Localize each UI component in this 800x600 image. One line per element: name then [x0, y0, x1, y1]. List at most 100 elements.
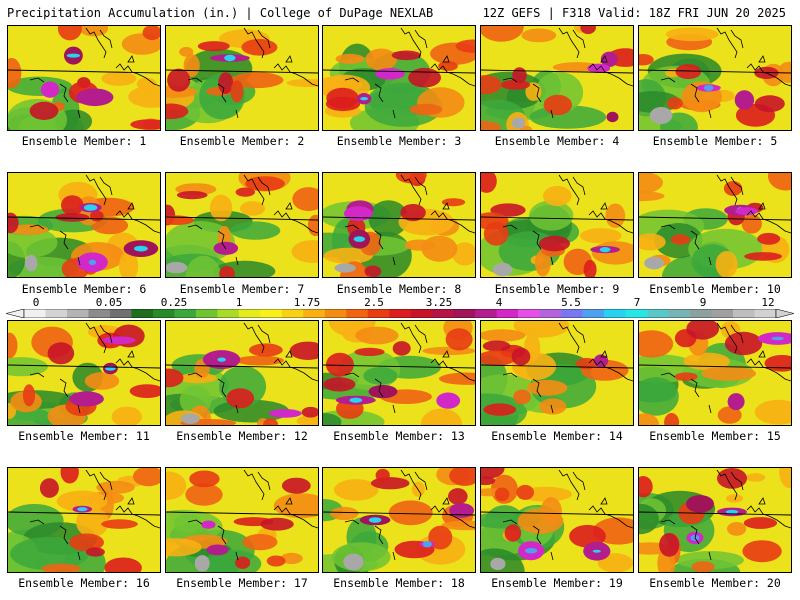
precip-high-area — [395, 173, 427, 184]
precip-heavy-core — [343, 206, 373, 221]
precip-low-area — [323, 413, 342, 425]
precip-extreme-core — [360, 97, 368, 101]
precip-high-area — [724, 331, 763, 356]
precip-map — [166, 26, 318, 130]
precip-high-area — [47, 342, 75, 365]
ensemble-member-label: Ensemble Member: 7 — [179, 282, 305, 296]
precip-moderate-area — [665, 27, 719, 42]
precip-high-area — [226, 388, 255, 409]
precip-high-area — [445, 328, 473, 351]
precip-heavy-core — [206, 544, 229, 556]
dry-area — [180, 413, 200, 424]
precip-moderate-area — [521, 28, 557, 43]
precip-moderate-area — [355, 326, 399, 345]
colorbar-swatch — [66, 309, 89, 318]
lake-outline — [344, 202, 450, 266]
precip-moderate-area — [323, 247, 373, 264]
precip-map — [481, 468, 633, 572]
colorbar-swatch — [152, 309, 175, 318]
precip-high-area — [449, 468, 475, 486]
colorbar-swatch — [518, 309, 540, 318]
ensemble-member-label: Ensemble Member: 9 — [494, 282, 620, 296]
precip-high-area — [166, 103, 189, 120]
precip-moderate-area — [513, 389, 531, 405]
precip-moderate-area — [183, 54, 200, 77]
coastline — [85, 322, 160, 382]
precip-moderate-area — [330, 506, 359, 521]
precip-extreme-core — [599, 247, 611, 253]
colorbar-swatch — [754, 309, 777, 318]
precip-high-area — [325, 96, 361, 112]
precip-moderate-area — [715, 251, 738, 277]
colorbar-swatch — [625, 309, 648, 318]
colorbar-tick-label: 3.25 — [425, 296, 453, 309]
coastline — [243, 469, 318, 529]
colorbar-tick-label: 1 — [235, 296, 243, 309]
precip-high-area — [57, 26, 82, 41]
colorbar-swatch — [496, 309, 519, 318]
precip-heavy-core — [368, 385, 398, 399]
colorbar-swatch — [582, 309, 605, 318]
colorbar-swatch — [281, 309, 304, 318]
colorbar-swatch — [711, 309, 734, 318]
dry-area — [649, 107, 673, 124]
ensemble-map-panel — [322, 25, 476, 131]
ensemble-map-panel — [7, 25, 161, 131]
precip-high-area — [245, 176, 285, 191]
precip-moderate-area — [639, 413, 660, 425]
precip-high-area — [511, 347, 531, 366]
precip-low-area — [363, 367, 398, 385]
precip-high-area — [22, 384, 36, 407]
precip-moderate-area — [439, 372, 475, 385]
precip-moderate-area — [335, 53, 365, 64]
precip-high-area — [129, 384, 160, 398]
precip-moderate-area — [580, 228, 622, 244]
precip-moderate-area — [481, 26, 524, 42]
colorbar-tick-label: 4 — [495, 296, 503, 309]
precip-high-area — [754, 95, 785, 113]
lake-outline — [502, 202, 608, 266]
precip-moderate-area — [388, 500, 433, 526]
coastline — [558, 469, 633, 529]
precip-high-area — [686, 321, 720, 340]
coastline — [243, 27, 318, 87]
lake-outline — [344, 497, 450, 561]
precip-moderate-area — [8, 332, 18, 359]
precip-high-area — [438, 61, 458, 71]
precip-high-area — [539, 235, 570, 252]
precip-moderate-area — [745, 473, 766, 482]
ensemble-map-panel — [480, 172, 634, 278]
precip-moderate-area — [128, 85, 160, 108]
precip-high-area — [481, 75, 502, 95]
precip-moderate-area — [111, 406, 142, 425]
precip-high-area — [85, 547, 105, 557]
precip-moderate-area — [101, 71, 137, 86]
precip-map — [481, 321, 633, 425]
precip-moderate-area — [421, 235, 458, 262]
precip-moderate-area — [8, 224, 49, 235]
precip-low-area — [8, 227, 58, 258]
precip-high-area — [483, 221, 509, 246]
precip-high-area — [674, 372, 698, 381]
precip-high-area — [263, 418, 279, 425]
precip-map — [639, 321, 791, 425]
ensemble-member-label: Ensemble Member: 5 — [652, 134, 778, 148]
precip-high-area — [189, 470, 220, 488]
ensemble-map-panel — [322, 172, 476, 278]
precip-high-area — [481, 476, 496, 486]
precip-high-area — [494, 487, 510, 502]
colorbar-swatch — [475, 309, 497, 318]
precip-moderate-area — [286, 79, 318, 87]
colorbar-swatch — [733, 309, 755, 318]
precip-moderate-area — [91, 216, 129, 235]
precip-high-area — [576, 357, 598, 370]
precip-moderate-area — [513, 321, 570, 338]
coastline — [85, 27, 160, 87]
precip-low-area — [639, 377, 679, 416]
colorbar-tick-label: 7 — [633, 296, 641, 309]
lake-outline — [660, 202, 766, 266]
ensemble-map-panel — [322, 467, 476, 573]
precip-low-area — [529, 200, 574, 231]
precip-map — [639, 173, 791, 277]
colorbar-swatch — [195, 309, 218, 318]
